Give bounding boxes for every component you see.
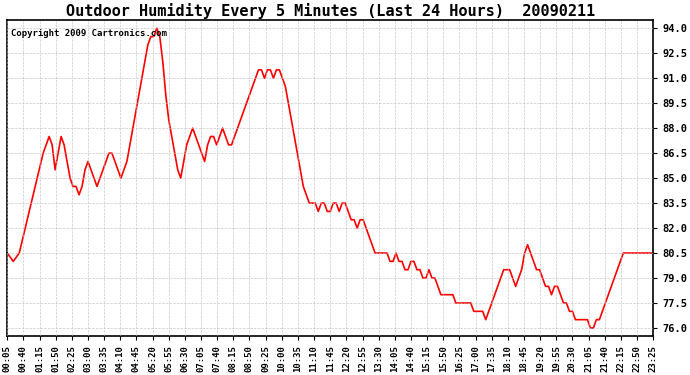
Title: Outdoor Humidity Every 5 Minutes (Last 24 Hours)  20090211: Outdoor Humidity Every 5 Minutes (Last 2… — [66, 3, 595, 19]
Text: Copyright 2009 Cartronics.com: Copyright 2009 Cartronics.com — [10, 29, 166, 38]
